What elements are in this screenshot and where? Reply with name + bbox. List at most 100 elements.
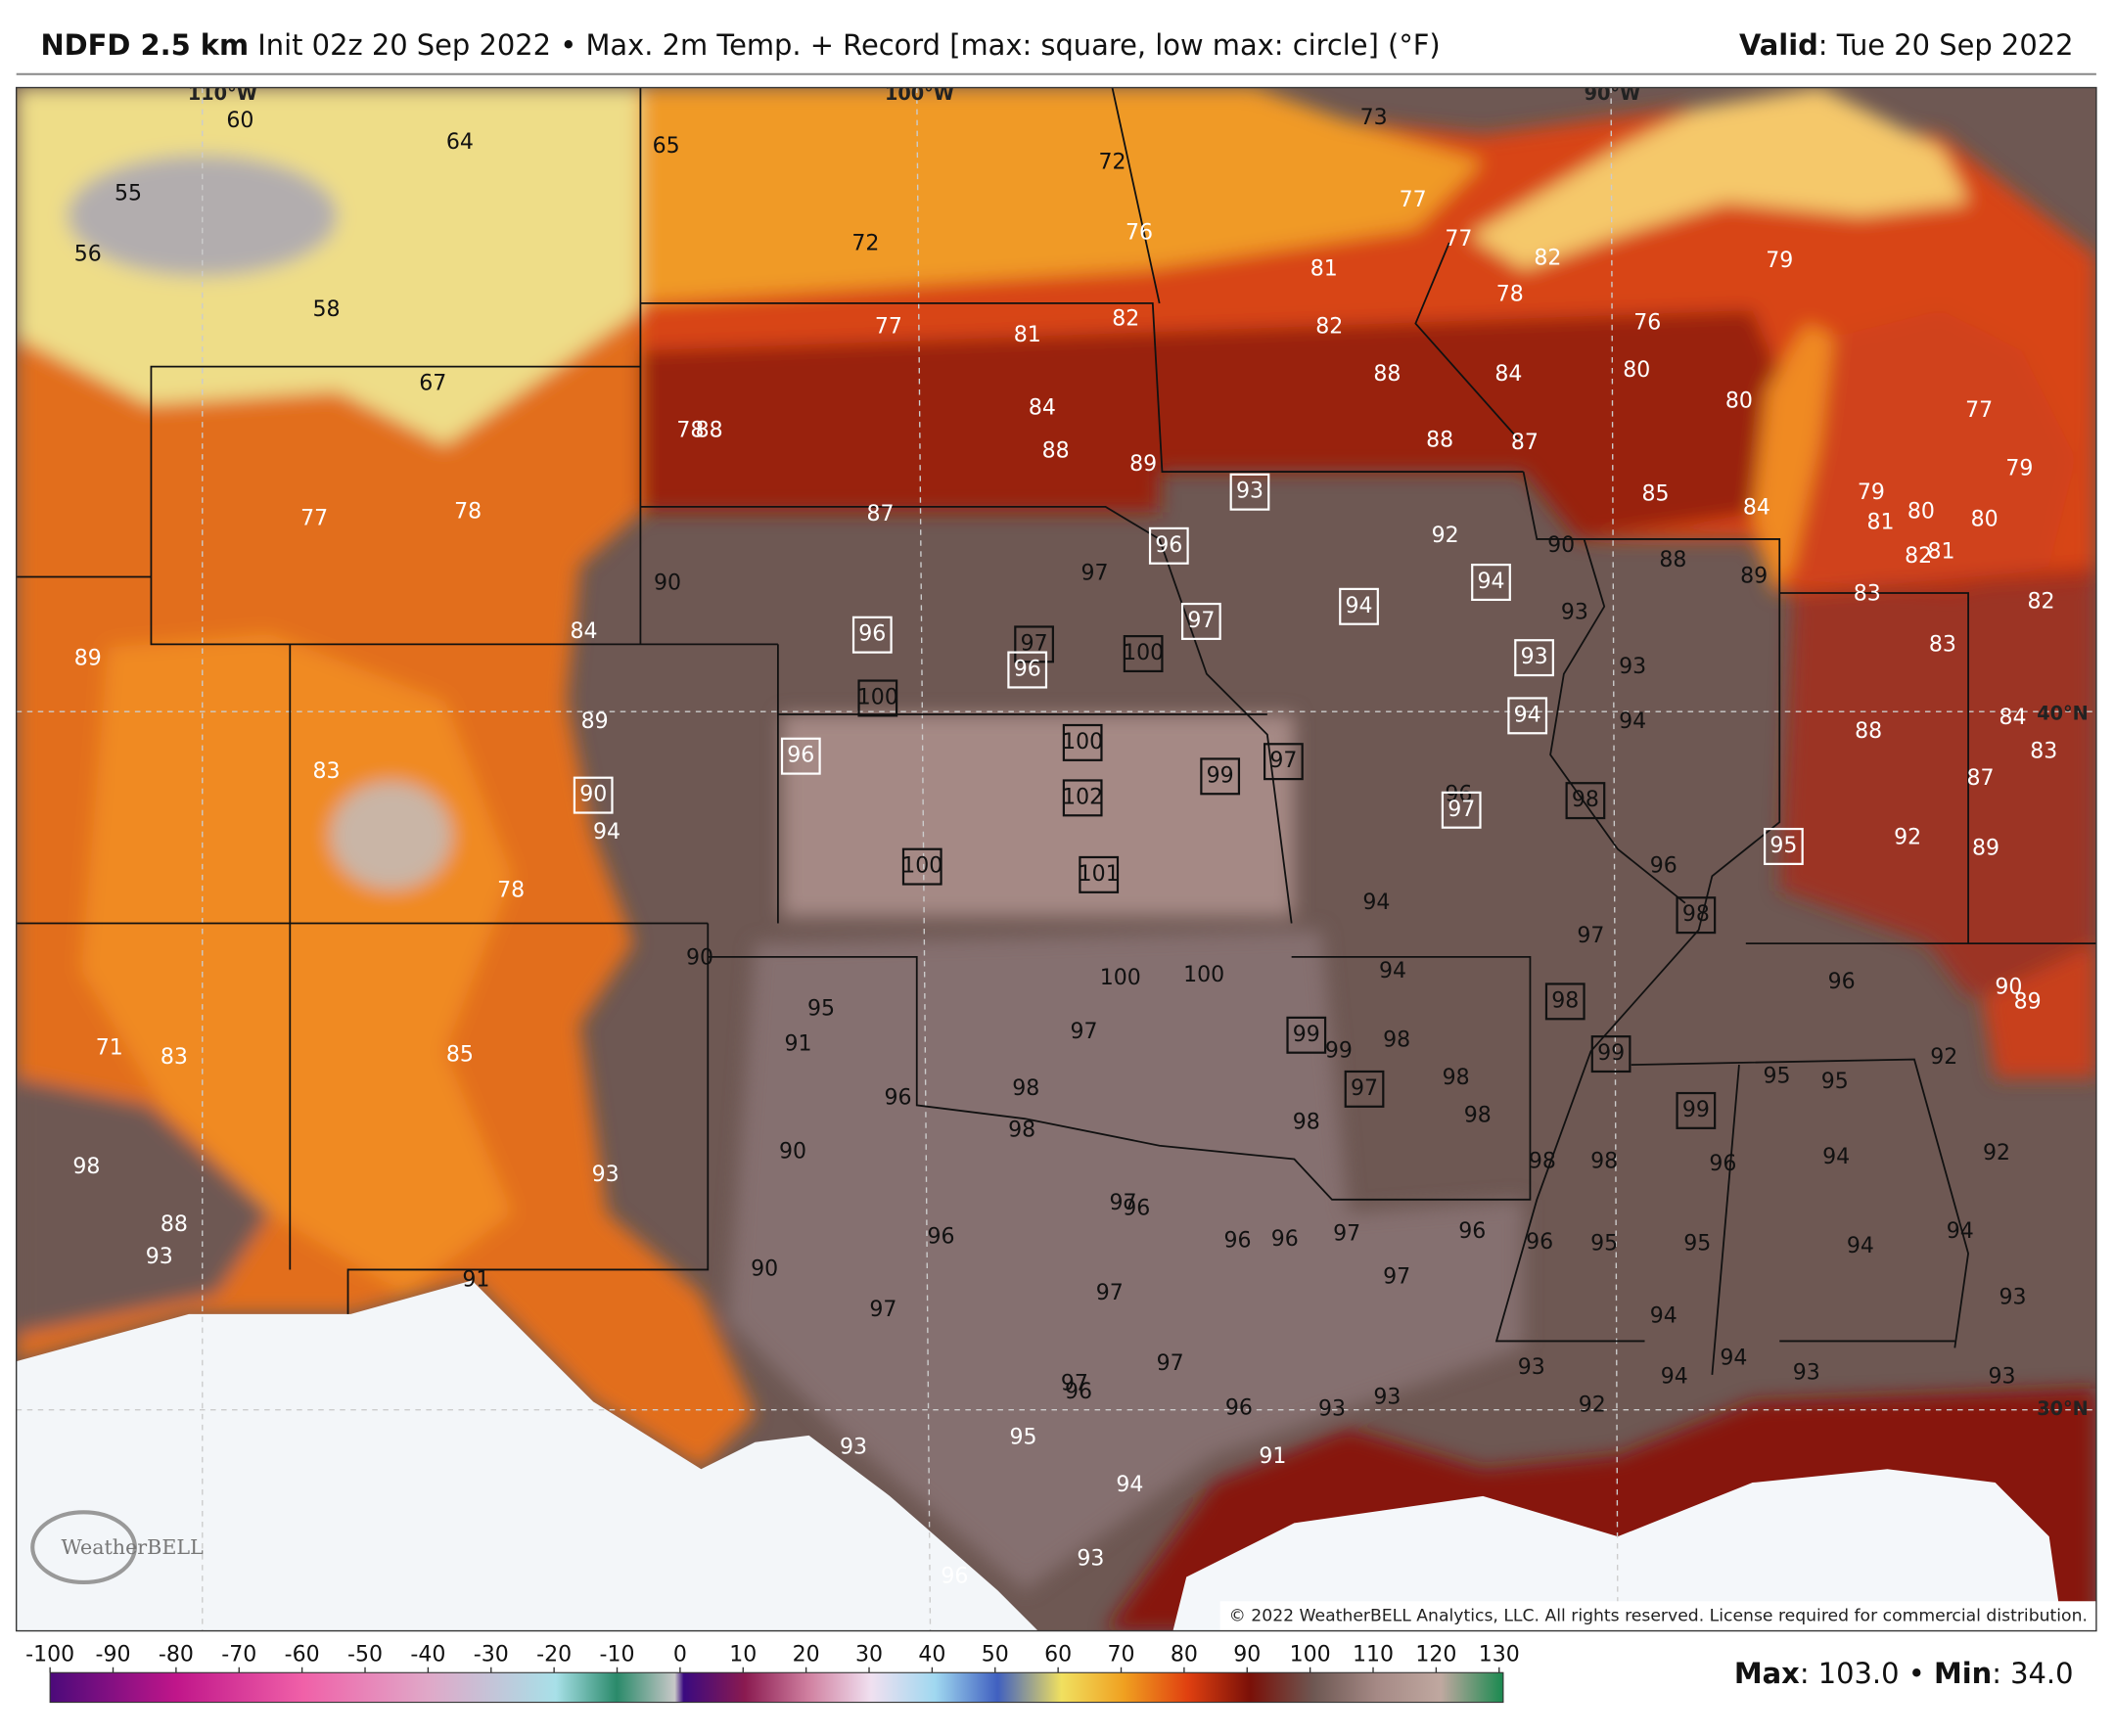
station-temp: 96 <box>1828 970 1856 994</box>
record-box <box>1062 723 1103 761</box>
station-temp: 98 <box>1464 1103 1492 1127</box>
station-temp: 98 <box>1012 1076 1039 1101</box>
record-box <box>1062 779 1103 817</box>
record-temp: 94 <box>1477 570 1504 594</box>
colorbar-tick-label: -80 <box>159 1642 194 1667</box>
colorbar-tick-label: -50 <box>347 1642 383 1667</box>
station-temp: 77 <box>300 506 328 530</box>
colorbar-tick-label: 110 <box>1353 1642 1394 1667</box>
station-temp: 84 <box>571 619 598 644</box>
station-temp: 94 <box>1661 1365 1688 1390</box>
station-temp: 88 <box>161 1212 188 1237</box>
record-box <box>1264 743 1304 781</box>
cold-patch <box>68 155 338 277</box>
station-temp: 98 <box>1008 1119 1035 1143</box>
station-temp: 89 <box>2014 990 2042 1015</box>
station-temp: 94 <box>1720 1346 1747 1370</box>
station-temp: 78 <box>676 419 704 443</box>
station-temp: 85 <box>1642 481 1670 506</box>
station-temp: 93 <box>1999 1285 2027 1309</box>
record-temp: 96 <box>1155 533 1182 558</box>
station-temp: 94 <box>1650 1304 1677 1329</box>
record-temp: 98 <box>1572 788 1599 812</box>
station-temp: 89 <box>1972 837 1999 861</box>
record-box <box>901 847 942 886</box>
record-box <box>1014 625 1054 663</box>
station-temp: 83 <box>312 759 340 784</box>
station-temp: 84 <box>1494 362 1522 387</box>
min-label: Min <box>1934 1657 1992 1690</box>
record-box <box>1763 827 1804 865</box>
station-temp: 97 <box>1109 1191 1136 1215</box>
station-temp: 87 <box>1511 431 1539 455</box>
station-temp: 56 <box>74 242 102 266</box>
station-temp: 100 <box>1183 963 1224 987</box>
station-temp: 97 <box>1071 1020 1098 1044</box>
record-box <box>1565 782 1606 820</box>
station-temp: 97 <box>1333 1222 1360 1247</box>
station-temp: 98 <box>1443 1066 1470 1090</box>
station-temp: 77 <box>875 315 902 340</box>
record-box <box>1507 697 1548 735</box>
station-temp: 77 <box>1445 227 1472 251</box>
record-box <box>1590 1035 1631 1074</box>
colorbar-tick-label: 120 <box>1415 1642 1456 1667</box>
record-temp: 99 <box>1207 763 1234 788</box>
record-box <box>1123 634 1164 673</box>
station-temp: 98 <box>72 1155 100 1179</box>
station-temp: 95 <box>1683 1231 1711 1256</box>
station-temp: 84 <box>1999 706 2027 730</box>
station-temp: 93 <box>1373 1385 1401 1409</box>
station-temp: 97 <box>1096 1281 1124 1305</box>
record-temp: 94 <box>1346 594 1373 618</box>
station-temp: 98 <box>1529 1149 1556 1173</box>
station-temp: 73 <box>1360 106 1388 130</box>
colorbar-tick-label: -90 <box>96 1642 131 1667</box>
colorbar-tick-label: 80 <box>1171 1642 1198 1667</box>
station-temp: 96 <box>928 1224 955 1249</box>
colorbar-tick-label: 20 <box>793 1642 820 1667</box>
station-temp: 81 <box>1867 510 1895 534</box>
station-temp: 81 <box>1310 256 1338 281</box>
station-temp: 84 <box>1743 495 1770 520</box>
station-temp: 80 <box>1725 388 1753 413</box>
station-temp: 79 <box>1858 480 1885 505</box>
station-temp: 96 <box>1445 783 1472 807</box>
logo-swirl <box>30 1510 137 1585</box>
colorbar-tick-label: -100 <box>25 1642 74 1667</box>
station-temp: 93 <box>592 1163 620 1187</box>
station-temp: 97 <box>1383 1265 1410 1290</box>
state-borders <box>16 87 2096 1375</box>
station-temp: 94 <box>1116 1473 1143 1497</box>
station-temp: 99 <box>1325 1038 1353 1063</box>
station-temp: 98 <box>1293 1110 1320 1134</box>
record-box <box>1544 982 1586 1021</box>
station-temp: 94 <box>593 820 620 845</box>
colorbar-tick-label: 130 <box>1479 1642 1520 1667</box>
station-temp: 97 <box>1081 562 1109 586</box>
map-frame <box>16 86 2097 1632</box>
mexico <box>16 1280 1038 1631</box>
record-box <box>780 737 821 775</box>
record-box <box>1079 855 1120 893</box>
header-title: NDFD 2.5 km Init 02z 20 Sep 2022 • Max. … <box>40 28 1440 62</box>
station-temp: 94 <box>1947 1219 1974 1244</box>
valid-value: : Tue 20 Sep 2022 <box>1818 28 2074 62</box>
station-temp: 96 <box>1224 1229 1252 1254</box>
station-temp: 95 <box>807 997 835 1022</box>
copyright-box <box>1219 1601 2096 1631</box>
station-temp: 67 <box>419 372 446 396</box>
record-box <box>1286 1016 1327 1054</box>
colorbar-tick-label: 50 <box>982 1642 1009 1667</box>
record-box <box>857 679 898 717</box>
record-box <box>1339 587 1379 625</box>
record-box <box>1676 1091 1717 1129</box>
station-temp: 95 <box>1821 1070 1849 1094</box>
station-temp: 95 <box>1590 1231 1618 1256</box>
station-temp: 88 <box>1855 719 1882 744</box>
station-temp: 95 <box>1010 1426 1037 1450</box>
colorbar-tick-label: -20 <box>536 1642 572 1667</box>
station-temp: 92 <box>1432 524 1459 548</box>
station-temp: 82 <box>1534 246 1561 270</box>
station-temp: 91 <box>1259 1444 1286 1469</box>
